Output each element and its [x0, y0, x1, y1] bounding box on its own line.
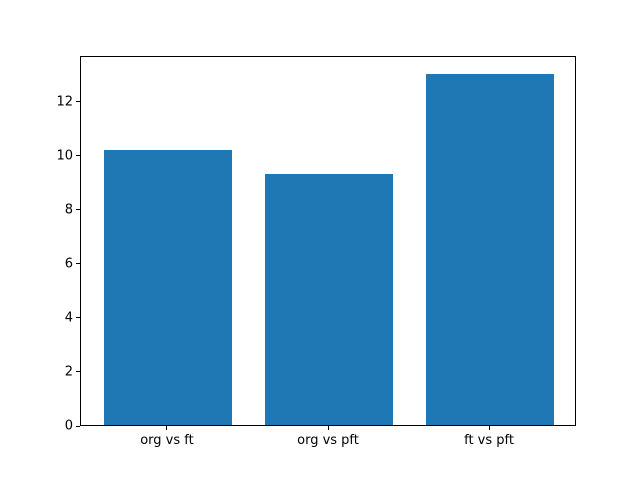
y-tick-mark: [76, 101, 80, 103]
bar-org-vs-pft: [264, 173, 394, 425]
y-tick-label: 10: [56, 148, 73, 164]
bar-org-vs-ft: [103, 149, 233, 425]
y-tick-label: 6: [64, 256, 73, 272]
y-tick-label: 0: [64, 418, 73, 434]
bar-ft-vs-pft: [425, 73, 555, 425]
y-tick-label: 4: [64, 310, 73, 326]
y-tick-label: 8: [64, 202, 73, 218]
y-tick-label: 12: [56, 94, 73, 110]
y-tick-mark: [76, 317, 80, 319]
y-tick-mark: [76, 371, 80, 373]
x-tick-mark: [488, 426, 490, 430]
x-tick-label: ft vs pft: [464, 433, 514, 448]
y-tick-label: 2: [64, 364, 73, 380]
x-tick-mark: [166, 426, 168, 430]
y-tick-mark: [76, 425, 80, 427]
y-tick-mark: [76, 209, 80, 211]
y-tick-mark: [76, 263, 80, 265]
x-tick-mark: [327, 426, 329, 430]
y-tick-mark: [76, 155, 80, 157]
x-tick-label: org vs pft: [297, 433, 359, 448]
x-tick-label: org vs ft: [140, 433, 194, 448]
plot-area: [80, 56, 576, 426]
